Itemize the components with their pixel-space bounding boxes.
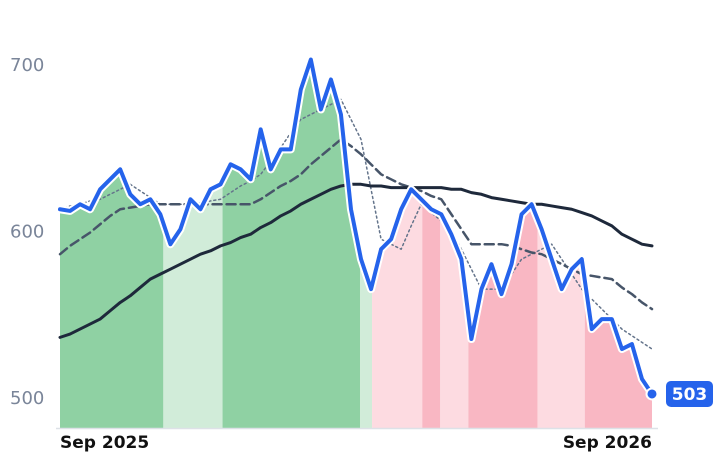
line: [59, 98, 653, 350]
line: [58, 57, 654, 396]
region: [468, 59, 538, 429]
region: [537, 59, 585, 429]
y-tick-label: 600: [10, 222, 44, 243]
last-point: [645, 387, 659, 401]
value-badge: [666, 380, 713, 407]
region: [360, 59, 373, 429]
x-tick-label: Sep 2026: [563, 433, 652, 453]
y-tick-label: 700: [10, 55, 44, 76]
y-tick-label: 500: [10, 388, 44, 409]
line: [58, 182, 654, 339]
value-badge-label: 503: [672, 385, 708, 405]
x-tick-label: Sep 2025: [60, 433, 149, 453]
region: [163, 59, 223, 429]
region: [222, 59, 361, 429]
